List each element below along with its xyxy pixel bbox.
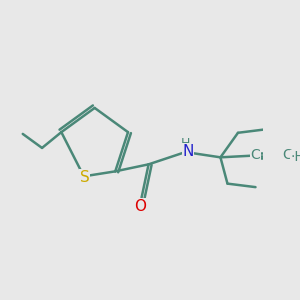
Text: H: H [181, 137, 190, 150]
Text: C: C [250, 148, 260, 162]
Text: ·H: ·H [290, 150, 300, 164]
Text: C: C [282, 148, 292, 162]
Text: S: S [80, 170, 90, 185]
Text: O: O [134, 199, 146, 214]
Text: N: N [182, 144, 194, 159]
